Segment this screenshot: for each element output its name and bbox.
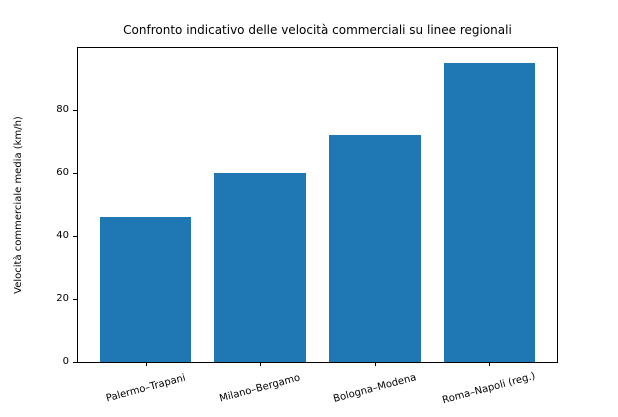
x-tick-mark	[374, 362, 376, 366]
x-tick-mark	[489, 362, 491, 366]
bar-2	[214, 173, 307, 362]
y-tick-mark	[73, 236, 77, 238]
y-tick-label: 60	[56, 167, 69, 179]
bar-1	[99, 217, 192, 362]
bar-4	[443, 62, 536, 362]
y-tick-mark	[73, 173, 77, 175]
x-tick-mark	[145, 362, 147, 366]
y-tick-label: 80	[56, 104, 69, 116]
x-tick-mark	[260, 362, 262, 366]
y-tick-label: 0	[62, 356, 69, 367]
y-axis-title-text: Velocità commerciale media (km/h)	[13, 116, 24, 294]
chart-title: Confronto indicativo delle velocità comm…	[123, 23, 512, 37]
y-tick-mark	[73, 299, 77, 301]
bar-3	[328, 135, 421, 362]
plot-area	[77, 47, 558, 363]
y-tick-mark	[73, 362, 77, 363]
x-tick-label-text: Palermo–Trapani	[104, 372, 187, 405]
x-tick-label-text: Roma–Napoli (reg.)	[441, 370, 537, 407]
x-tick-label-text: Milano–Bergamo	[218, 372, 302, 405]
y-tick-label: 40	[56, 230, 69, 242]
y-tick-mark	[73, 110, 77, 112]
y-tick-label: 20	[56, 293, 69, 305]
x-tick-label-text: Bologna–Modena	[331, 372, 418, 405]
